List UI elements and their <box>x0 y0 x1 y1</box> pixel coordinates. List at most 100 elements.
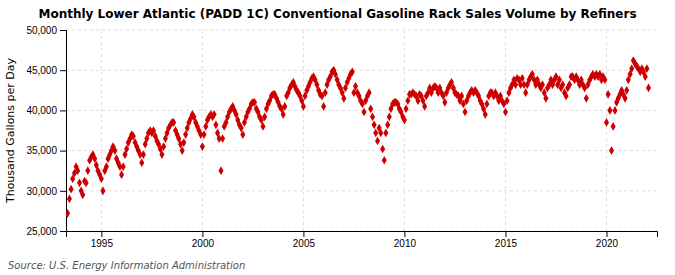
x-grid-line <box>303 30 304 231</box>
x-tick: 2005 <box>293 231 316 249</box>
y-grid-line <box>66 110 657 111</box>
point <box>503 108 508 117</box>
point <box>623 94 628 103</box>
point <box>483 110 488 119</box>
y-axis-label: Thousand Gallons per Day <box>4 57 17 204</box>
point <box>80 190 85 199</box>
point <box>301 102 306 111</box>
point <box>560 80 565 89</box>
x-tick: 2015 <box>495 231 518 249</box>
point <box>69 185 74 194</box>
x-grid-line <box>202 30 203 231</box>
y-grid-line <box>66 30 657 31</box>
x-tick-mark <box>505 231 506 237</box>
y-grid-line <box>66 70 657 71</box>
point <box>567 80 572 89</box>
y-tick: 45,000 <box>26 65 66 76</box>
point <box>201 130 206 139</box>
point <box>404 104 409 113</box>
annotation: Source: U.S. Energy Information Administ… <box>8 260 245 271</box>
y-tick-mark <box>60 70 66 71</box>
point <box>402 116 407 125</box>
point <box>372 121 377 130</box>
point <box>181 138 186 147</box>
point <box>180 146 185 155</box>
point <box>341 94 346 103</box>
point <box>77 178 82 187</box>
point <box>141 150 146 159</box>
x-tick-label: 2010 <box>394 238 417 249</box>
point <box>378 129 383 138</box>
y-tick: 35,000 <box>26 145 66 156</box>
point <box>584 94 589 103</box>
point <box>370 112 375 121</box>
point <box>161 142 166 151</box>
points <box>66 56 651 217</box>
x-tick-mark <box>101 231 102 237</box>
point <box>442 98 447 107</box>
y-axis: 25,000 30,000 35,000 40,000 45,000 50,000 <box>26 25 66 237</box>
point <box>282 102 287 111</box>
y-tick-mark <box>60 231 66 232</box>
point <box>644 64 649 73</box>
point <box>604 118 609 127</box>
point <box>368 104 373 113</box>
y-tick-label: 45,000 <box>26 65 57 76</box>
point <box>387 112 392 121</box>
point <box>75 166 80 175</box>
y-tick-mark <box>60 110 66 111</box>
point <box>171 118 176 127</box>
x-grid-line <box>101 30 102 231</box>
point <box>375 137 380 146</box>
y-axis-line <box>60 31 67 232</box>
y-grid-line <box>66 150 657 151</box>
point <box>220 134 225 143</box>
point <box>505 96 510 105</box>
point <box>564 92 569 101</box>
plot: 1995 2000 2005 2010 2015 2020 25,000 30,000 35,0… <box>26 25 657 249</box>
x-tick-label: 2000 <box>192 238 215 249</box>
point <box>602 75 607 84</box>
point <box>643 72 648 81</box>
point <box>100 186 105 195</box>
point <box>159 150 164 159</box>
point <box>612 106 617 115</box>
title: Monthly Lower Atlantic (PADD 1C) Convent… <box>38 7 636 21</box>
y-tick-label: 50,000 <box>26 25 57 36</box>
x-axis: 1995 2000 2005 2010 2015 2020 <box>67 231 658 249</box>
point <box>367 88 372 97</box>
point <box>321 102 326 111</box>
point <box>66 209 70 218</box>
x-grid-line <box>606 30 607 231</box>
point <box>543 94 548 103</box>
point <box>323 88 328 97</box>
x-tick-label: 1995 <box>91 238 114 249</box>
y-tick-label: 30,000 <box>26 186 57 197</box>
x-tick-label: 2005 <box>293 238 316 249</box>
point <box>84 178 89 187</box>
point <box>380 145 385 154</box>
point <box>463 108 468 117</box>
y-tick-mark <box>60 30 66 31</box>
x-axis-line <box>67 232 658 238</box>
x-tick-mark <box>606 231 607 237</box>
x-tick-mark <box>202 231 203 237</box>
y-tick: 40,000 <box>26 105 66 116</box>
point <box>212 110 217 119</box>
point <box>121 162 126 171</box>
point <box>281 110 286 119</box>
y-tick: 25,000 <box>26 226 66 237</box>
point <box>607 106 612 115</box>
y-tick-label: 25,000 <box>26 226 57 237</box>
point <box>624 86 629 95</box>
point <box>385 121 390 130</box>
point <box>99 174 104 183</box>
point <box>67 194 72 203</box>
point <box>260 122 265 131</box>
point <box>609 146 614 155</box>
y-tick-mark <box>60 191 66 192</box>
x-tick: 2020 <box>596 231 619 249</box>
point <box>119 170 124 179</box>
x-grid-line <box>404 30 405 231</box>
point <box>383 129 388 138</box>
